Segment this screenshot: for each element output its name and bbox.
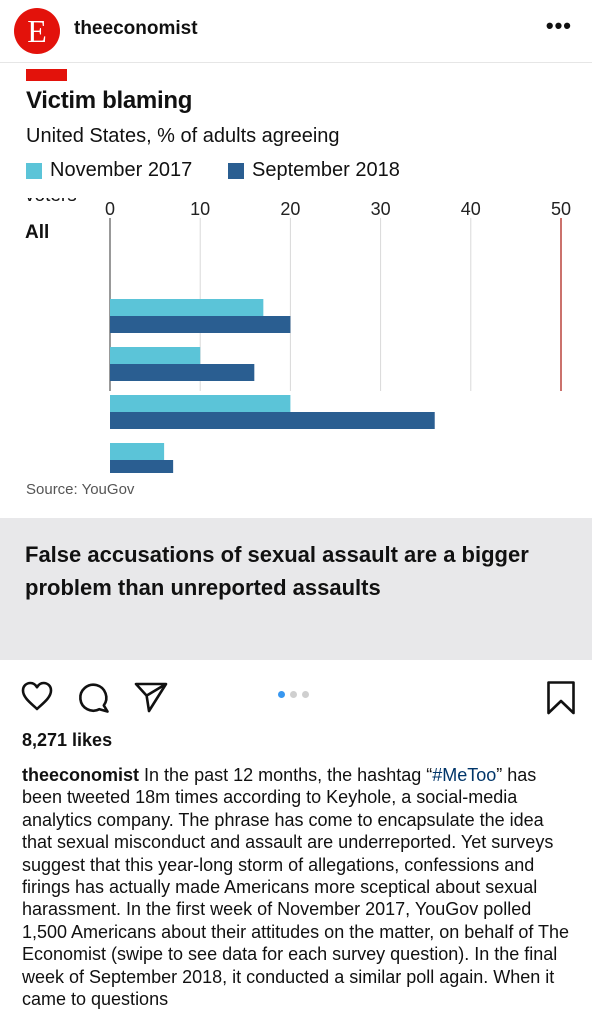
carousel-dot-1 [278,691,285,698]
legend-label-sep-2018: September 2018 [252,159,400,181]
legend-sep-2018: September 2018 [228,159,400,182]
carousel-dot-2 [290,691,297,698]
bar-women-nov-2017 [110,347,201,364]
bar-men-sep-2018 [110,316,291,333]
caption-text-before: In the past 12 months, the hashtag “ [139,765,433,785]
username-link[interactable]: theeconomist [74,18,198,39]
chart-source: Source: YouGov [26,481,135,498]
carousel-indicator [278,691,309,698]
category-label-clinton-voters: Clintonvoters [25,198,84,206]
legend-swatch-nov-2017 [26,162,42,179]
category-label-all: All [25,222,49,243]
heart-icon[interactable] [20,680,54,712]
post-header: E theeconomist ••• [0,0,592,63]
legend-label-nov-2017: November 2017 [50,159,193,181]
comment-icon[interactable] [77,680,111,714]
carousel-dot-3 [302,691,309,698]
bar-clinton-voters-nov-2017 [110,443,165,460]
caption-text-after: ” has been tweeted 18m times according t… [22,765,570,1010]
caption-hashtag-link[interactable]: #MeToo [432,765,497,785]
next-slide-preview: False accusations of sexual assault are … [0,518,592,660]
tick-label-40: 40 [461,199,481,219]
tick-label-30: 30 [371,199,391,219]
likes-count[interactable]: 8,271 likes [22,730,113,750]
tick-label-50: 50 [551,199,571,219]
bookmark-icon[interactable] [546,680,576,716]
more-options-icon[interactable]: ••• [545,13,572,38]
bar-chart: 01020304050MenWomenTrumpvotersClintonvot… [25,198,571,473]
economist-red-rectangle [26,69,67,81]
action-bar [0,660,592,730]
bar-trump-voters-sep-2018 [110,412,435,429]
post-image[interactable]: Victim blaming United States, % of adult… [0,63,592,660]
avatar[interactable]: E [14,8,60,54]
bar-clinton-voters-sep-2018 [110,460,174,473]
tick-label-0: 0 [105,199,115,219]
tick-label-20: 20 [280,199,300,219]
chart-title: Victim blaming [26,87,193,114]
next-slide-question: False accusations of sexual assault are … [25,542,529,600]
bar-men-nov-2017 [110,299,264,316]
share-icon[interactable] [133,680,169,714]
caption: theeconomist In the past 12 months, the … [22,764,578,1010]
legend-swatch-sep-2018 [228,162,244,179]
caption-username[interactable]: theeconomist [22,765,140,785]
legend-nov-2017: November 2017 [26,159,192,182]
bar-trump-voters-nov-2017 [110,395,291,412]
bar-women-sep-2018 [110,364,255,381]
chart-subtitle: United States, % of adults agreeing [26,125,340,147]
tick-label-10: 10 [190,199,210,219]
